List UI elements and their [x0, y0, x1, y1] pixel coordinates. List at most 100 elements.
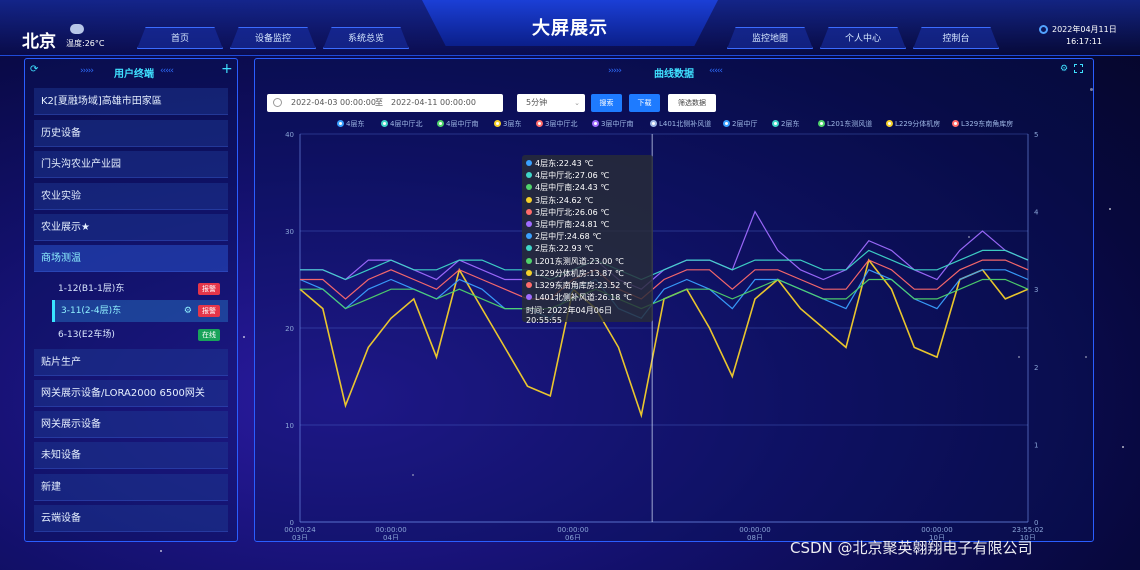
tooltip-row-text: 4层东:22.43 ℃ [535, 159, 594, 168]
chart-tooltip: 4层东:22.43 ℃ 4层中厅北:27.06 ℃ 4层中厅南:24.43 ℃ 3层东… [522, 155, 653, 325]
tooltip-row: 4层中厅南:24.43 ℃ [526, 182, 649, 194]
x-tick-date-label: 06日 [565, 534, 581, 540]
x-tick-time-label: 00:00:00 [739, 526, 770, 534]
legend-label: 2层东 [781, 120, 800, 128]
filter-data-button[interactable]: 筛选数据 [668, 94, 716, 112]
legend-label: 3层中厅北 [545, 120, 578, 128]
legend-dot-icon [536, 120, 543, 127]
y-right-tick-label: 4 [1034, 209, 1039, 217]
watermark-text: CSDN @北京聚英翱翔电子有限公司 [790, 539, 1033, 557]
legend-label: L201东测风道 [827, 120, 873, 128]
sidebar-item-new[interactable]: 新建 [34, 474, 228, 501]
legend-dot-icon [381, 120, 388, 127]
sidebar-item-smt[interactable]: 贴片生产 [34, 349, 228, 376]
y-left-tick-label: 30 [285, 228, 294, 236]
line-chart: 01020304001234500:00:2403日00:00:0004日00:… [284, 131, 1043, 540]
tooltip-row-text: L401北侧补风道:26.18 ℃ [535, 293, 632, 303]
sidebar-item-mentougou[interactable]: 门头沟农业产业园 [34, 151, 228, 178]
nav-monitor-map[interactable]: 监控地图 [727, 27, 813, 49]
temperature-text: 温度:26°C [66, 39, 105, 48]
settings-icon[interactable]: ⚙ [1060, 64, 1069, 74]
legend-dot-icon [723, 120, 730, 127]
sidebar-item-unknown[interactable]: 未知设备 [34, 442, 228, 469]
tooltip-row: L329东南角库房:23.52 ℃ [526, 280, 649, 292]
alarm-badge: 报警 [198, 305, 220, 317]
sidebar-item-agri-lab[interactable]: 农业实验 [34, 183, 228, 210]
sidebar-item-cloud[interactable]: 云端设备 [34, 505, 228, 532]
sub-item-3-11[interactable]: 3-11(2-4层)东 ⚙ 报警 [52, 300, 228, 322]
sub-item-label: 1-12(B1-1层)东 [58, 284, 125, 294]
nav-system-overview[interactable]: 系统总览 [323, 27, 409, 49]
x-tick-time-label: 00:00:00 [921, 526, 952, 534]
city-name: 北京 [22, 32, 56, 52]
legend-label: 3层东 [503, 120, 522, 128]
sidebar-item-gateway[interactable]: 网关展示设备 [34, 411, 228, 438]
series-dot-icon [526, 269, 532, 276]
series-dot-icon [526, 233, 532, 240]
legend-item[interactable]: L329东南角库房 [952, 119, 1013, 129]
chart-panel-title: 曲线数据 [654, 69, 694, 80]
tooltip-row-text: 3层中厅北:26.06 ℃ [535, 207, 610, 217]
sidebar-item-history[interactable]: 历史设备 [34, 120, 228, 147]
tooltip-row: 2层中厅:24.68 ℃ [526, 231, 649, 243]
legend-item[interactable]: 4层中厅北 [381, 119, 422, 129]
series-dot-icon [526, 281, 532, 288]
clock-icon [1039, 25, 1048, 34]
y-right-tick-label: 2 [1034, 364, 1038, 372]
title-arrows-left: ››››› [608, 66, 622, 76]
search-button[interactable]: 搜索 [591, 94, 622, 112]
legend-item[interactable]: 3层中厅南 [592, 119, 633, 129]
nav-device-monitor[interactable]: 设备监控 [230, 27, 316, 49]
series-line [299, 258, 1029, 419]
sidebar-item-gateway-lora[interactable]: 网关展示设备/LORA2000 6500网关 [34, 380, 228, 407]
legend-item[interactable]: 4层中厅南 [437, 119, 478, 129]
legend-label: 4层东 [346, 120, 365, 128]
nav-personal-center[interactable]: 个人中心 [820, 27, 906, 49]
y-right-tick-label: 3 [1034, 286, 1038, 294]
legend-dot-icon [592, 120, 599, 127]
legend-item[interactable]: L229分体机房 [886, 119, 940, 129]
add-icon[interactable]: + [221, 61, 233, 77]
sidebar-item-k2[interactable]: K2[夏融场域]高雄市田家區 [34, 88, 228, 115]
start-date[interactable]: 2022-04-03 00:00:00 [291, 98, 376, 107]
y-left-tick-label: 10 [285, 422, 294, 430]
sub-item-label: 3-11(2-4层)东 [61, 306, 122, 316]
sidebar-item-mall-temp[interactable]: 商场测温 [34, 245, 228, 272]
series-line [300, 249, 1029, 281]
settings-icon[interactable]: ⚙ [183, 306, 192, 316]
y-left-tick-label: 20 [285, 325, 294, 333]
x-tick-date-label: 03日 [292, 534, 308, 540]
tooltip-row-text: 2层东:22.93 ℃ [535, 244, 594, 254]
interval-select[interactable]: 5分钟 ⌄ [517, 94, 585, 112]
nav-console[interactable]: 控制台 [913, 27, 999, 49]
legend-item[interactable]: 4层东 [337, 119, 364, 129]
sidebar-item-agri-show[interactable]: 农业展示★ [34, 214, 228, 241]
tooltip-row-text: 3层中厅南:24.81 ℃ [535, 219, 610, 229]
end-date[interactable]: 2022-04-11 00:00:00 [391, 98, 476, 107]
refresh-icon[interactable]: ⟳ [30, 64, 39, 75]
date-range-picker[interactable]: 2022-04-03 00:00:00 至 2022-04-11 00:00:0… [267, 94, 503, 112]
user-terminal-panel [24, 58, 238, 542]
x-tick-time-label: 00:00:00 [557, 526, 588, 534]
legend-item[interactable]: 3层东 [494, 119, 521, 129]
legend-item[interactable]: 3层中厅北 [536, 119, 577, 129]
legend-item[interactable]: L401北侧补风道 [650, 119, 711, 129]
tooltip-row: 4层东:22.43 ℃ [526, 158, 649, 170]
y-right-tick-label: 1 [1034, 441, 1038, 449]
series-dot-icon [526, 294, 532, 301]
sub-item-1-12[interactable]: 1-12(B1-1层)东 报警 [52, 278, 228, 300]
tooltip-row: 2层东:22.93 ℃ [526, 243, 649, 255]
nav-home[interactable]: 首页 [137, 27, 223, 49]
legend-item[interactable]: 2层东 [772, 119, 799, 129]
fullscreen-icon[interactable] [1074, 64, 1083, 73]
legend-item[interactable]: L201东测风道 [818, 119, 872, 129]
series-dot-icon [526, 196, 532, 203]
download-button[interactable]: 下载 [629, 94, 660, 112]
sub-item-6-13[interactable]: 6-13(E2车场) 在线 [52, 324, 228, 346]
date-separator: 至 [375, 98, 383, 107]
title-plate [422, 0, 718, 46]
chevron-down-icon: ⌄ [574, 99, 580, 107]
legend-item[interactable]: 2层中厅 [723, 119, 757, 129]
x-tick-date-label: 10日 [929, 534, 945, 540]
tooltip-row: 3层中厅南:24.81 ℃ [526, 219, 649, 231]
